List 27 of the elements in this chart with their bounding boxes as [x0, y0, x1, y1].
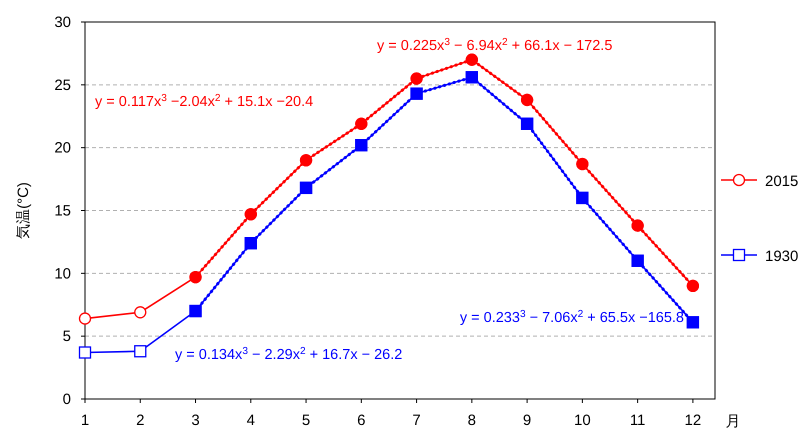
y-axis-title: 気温(°C) [15, 182, 32, 239]
y-tick-label: 15 [54, 202, 71, 220]
annotation: y = 0.134x$^{3}$ − 2.29x$^{2}$ + 16.7x − 26.2 [175, 346, 402, 363]
y-tick-label: 0 [62, 391, 71, 408]
x-tick-label: 10 [574, 412, 591, 429]
x-tick-label: 8 [468, 412, 476, 429]
annotation: y = 0.233$^{3}$ − 7.06x$^{2}$ + 65.5x −165.8 [460, 308, 684, 326]
x-tick-label: 11 [630, 412, 646, 429]
x-tick-label: 2 [136, 412, 144, 429]
x-tick-label: 6 [357, 412, 366, 429]
y-tick-label: 5 [62, 328, 71, 346]
x-tick-label: 4 [246, 412, 255, 429]
x-tick-label: 12 [684, 412, 702, 429]
annotation: y = 0.225x$^{3}$ − 6.94x$^{2}$ + 66.1x − 172.5 [377, 36, 612, 54]
x-tick-label: 7 [412, 412, 421, 429]
legend-label: 2015 [765, 173, 798, 190]
x-tick-label: 5 [302, 412, 310, 429]
x-tick-label: 1 [80, 412, 90, 429]
x-tick-label: 9 [522, 412, 532, 429]
annotation: y = 0.117x$^{3}$ −2.04x$^{2}$ + 15.1x −20.4 [95, 92, 314, 110]
x-tick-label: 3 [191, 412, 200, 429]
legend-label: 1930 [765, 248, 798, 265]
y-tick-label: 25 [54, 76, 71, 94]
x-axis-title: 月 [726, 413, 740, 430]
y-tick-label: 20 [54, 140, 71, 157]
y-tick-label: 10 [54, 265, 71, 282]
y-tick-label: 30 [54, 14, 71, 31]
